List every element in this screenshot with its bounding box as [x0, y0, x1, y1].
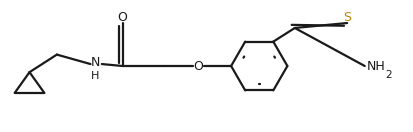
Text: 2: 2 — [385, 70, 392, 80]
Text: N: N — [90, 56, 100, 69]
Text: S: S — [343, 11, 351, 24]
Text: O: O — [118, 11, 128, 24]
Text: O: O — [194, 60, 204, 72]
Text: H: H — [91, 71, 100, 81]
Text: NH: NH — [367, 60, 385, 72]
